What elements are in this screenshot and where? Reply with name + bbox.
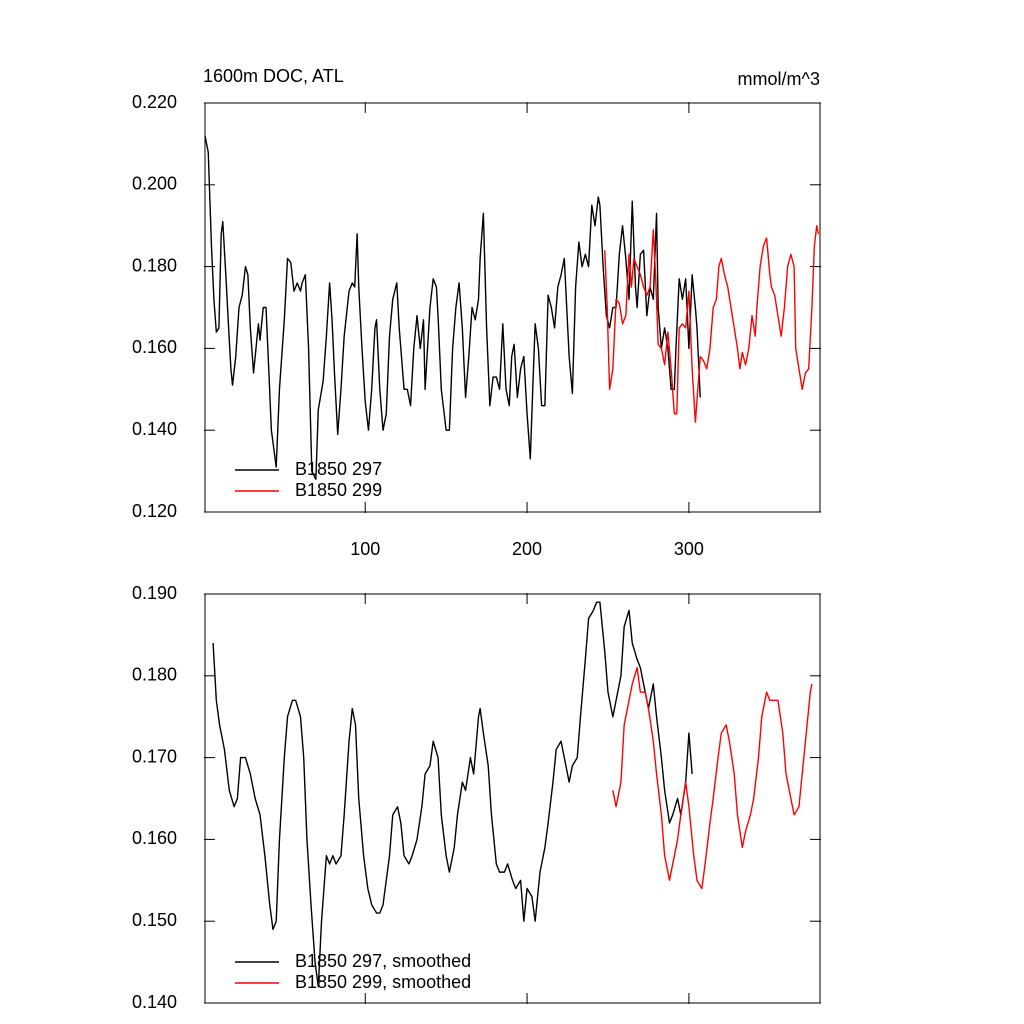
x-tick-label: 300 xyxy=(674,539,704,559)
y-tick-label: 0.140 xyxy=(132,992,177,1012)
y-tick-label: 0.220 xyxy=(132,92,177,112)
y-tick-label: 0.180 xyxy=(132,255,177,275)
y-tick-label: 0.120 xyxy=(132,501,177,521)
units-label: mmol/m^3 xyxy=(738,69,820,89)
y-tick-label: 0.150 xyxy=(132,910,177,930)
plot-frame xyxy=(204,593,821,1004)
legend-label: B1850 297 xyxy=(295,459,382,479)
y-tick-label: 0.190 xyxy=(132,583,177,603)
x-tick-label: 100 xyxy=(350,539,380,559)
data-line xyxy=(204,135,701,480)
y-tick-label: 0.200 xyxy=(132,174,177,194)
y-tick-label: 0.140 xyxy=(132,419,177,439)
legend-label: B1850 299, smoothed xyxy=(295,972,471,992)
x-tick-label: 200 xyxy=(512,539,542,559)
legend-label: B1850 299 xyxy=(295,480,382,500)
y-tick-label: 0.160 xyxy=(132,337,177,357)
y-tick-label: 0.160 xyxy=(132,828,177,848)
chart-title: 1600m DOC, ATL xyxy=(203,66,344,86)
data-line xyxy=(604,225,820,423)
data-line xyxy=(212,601,693,988)
legend-label: B1850 297, smoothed xyxy=(295,951,471,971)
data-line xyxy=(612,666,813,890)
y-tick-label: 0.170 xyxy=(132,746,177,766)
y-tick-label: 0.180 xyxy=(132,665,177,685)
plot-frame xyxy=(204,102,821,513)
